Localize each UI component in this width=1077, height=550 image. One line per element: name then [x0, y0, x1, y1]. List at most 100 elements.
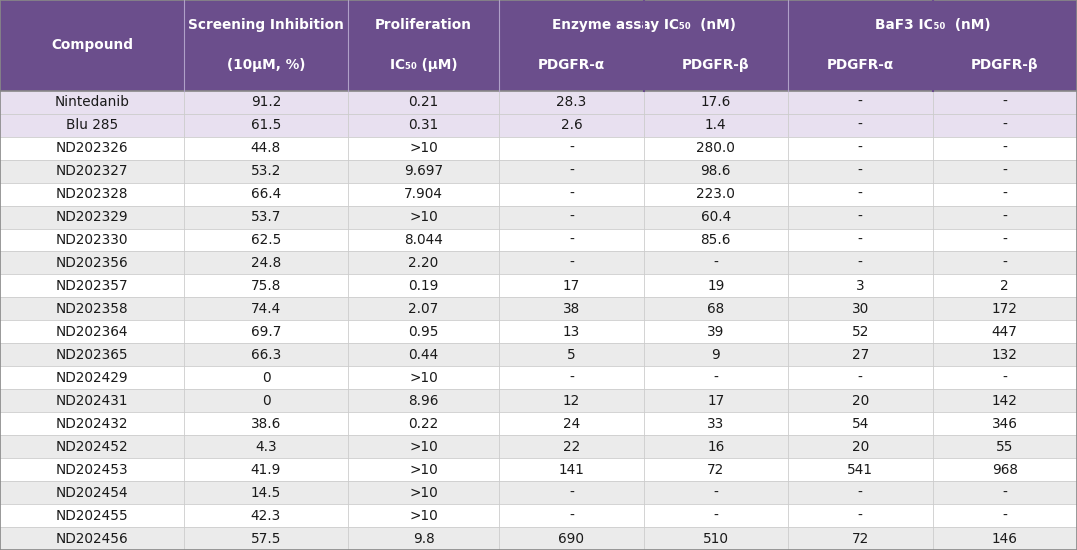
- Text: ND202364: ND202364: [56, 325, 128, 339]
- Text: Enzyme assay IC₅₀  (nM): Enzyme assay IC₅₀ (nM): [551, 18, 736, 32]
- Text: 510: 510: [703, 531, 729, 546]
- Text: 16: 16: [708, 439, 725, 454]
- Text: 24: 24: [562, 417, 579, 431]
- Bar: [0, 183, 1077, 206]
- Text: -: -: [858, 141, 863, 155]
- Bar: [0, 343, 1077, 366]
- Text: 132: 132: [992, 348, 1018, 362]
- Bar: [0, 527, 1077, 550]
- Bar: [0, 481, 1077, 504]
- Text: -: -: [1003, 95, 1007, 109]
- Text: Screening Inhibition: Screening Inhibition: [188, 18, 344, 32]
- Text: -: -: [858, 210, 863, 224]
- Text: Compound: Compound: [51, 39, 132, 52]
- Text: -: -: [569, 256, 574, 270]
- Text: PDGFR-α: PDGFR-α: [827, 58, 894, 73]
- Text: -: -: [1003, 256, 1007, 270]
- Text: Nintedanib: Nintedanib: [55, 95, 129, 109]
- Text: 2.6: 2.6: [560, 118, 583, 132]
- Text: ND202429: ND202429: [56, 371, 128, 385]
- Text: >10: >10: [409, 371, 438, 385]
- Text: -: -: [569, 233, 574, 247]
- Text: 24.8: 24.8: [251, 256, 281, 270]
- Text: 55: 55: [996, 439, 1013, 454]
- Text: 5: 5: [567, 348, 576, 362]
- Text: 20: 20: [852, 439, 869, 454]
- Text: PDGFR-α: PDGFR-α: [537, 58, 605, 73]
- Bar: [0, 298, 1077, 320]
- Text: 28.3: 28.3: [556, 95, 587, 109]
- Text: ND202452: ND202452: [56, 439, 128, 454]
- Text: >10: >10: [409, 509, 438, 522]
- Text: 968: 968: [992, 463, 1018, 477]
- Text: 72: 72: [708, 463, 725, 477]
- Bar: [0, 366, 1077, 389]
- Text: 19: 19: [708, 279, 725, 293]
- Text: -: -: [713, 256, 718, 270]
- Bar: [0, 389, 1077, 412]
- Text: 141: 141: [558, 463, 585, 477]
- Text: 0.21: 0.21: [408, 95, 438, 109]
- Text: 27: 27: [852, 348, 869, 362]
- Text: -: -: [713, 371, 718, 385]
- Text: ND202327: ND202327: [56, 164, 128, 178]
- Text: 13: 13: [562, 325, 579, 339]
- Text: ND202432: ND202432: [56, 417, 128, 431]
- Text: 52: 52: [852, 325, 869, 339]
- Text: -: -: [858, 164, 863, 178]
- Text: -: -: [858, 509, 863, 522]
- Text: -: -: [858, 371, 863, 385]
- Bar: [0, 206, 1077, 229]
- Text: -: -: [858, 95, 863, 109]
- Text: 172: 172: [992, 302, 1018, 316]
- Text: 541: 541: [848, 463, 873, 477]
- Text: 72: 72: [852, 531, 869, 546]
- Text: ND202365: ND202365: [56, 348, 128, 362]
- Text: Blu 285: Blu 285: [66, 118, 118, 132]
- Text: 9.697: 9.697: [404, 164, 443, 178]
- Text: 4.3: 4.3: [255, 439, 277, 454]
- Text: 61.5: 61.5: [251, 118, 281, 132]
- Text: -: -: [1003, 164, 1007, 178]
- Text: 346: 346: [992, 417, 1018, 431]
- Text: 20: 20: [852, 394, 869, 408]
- Text: >10: >10: [409, 439, 438, 454]
- Text: 30: 30: [852, 302, 869, 316]
- Text: 39: 39: [708, 325, 725, 339]
- Text: 91.2: 91.2: [251, 95, 281, 109]
- Text: 66.3: 66.3: [251, 348, 281, 362]
- Text: 17: 17: [708, 394, 725, 408]
- Text: 280.0: 280.0: [697, 141, 736, 155]
- Text: -: -: [569, 141, 574, 155]
- Text: 42.3: 42.3: [251, 509, 281, 522]
- Text: PDGFR-β: PDGFR-β: [971, 58, 1038, 73]
- Text: -: -: [1003, 141, 1007, 155]
- Text: ND202455: ND202455: [56, 509, 128, 522]
- Text: 54: 54: [852, 417, 869, 431]
- Text: 3: 3: [856, 279, 865, 293]
- Text: 66.4: 66.4: [251, 187, 281, 201]
- Text: 12: 12: [562, 394, 579, 408]
- Text: -: -: [1003, 210, 1007, 224]
- Text: 57.5: 57.5: [251, 531, 281, 546]
- Text: IC₅₀ (μM): IC₅₀ (μM): [390, 58, 458, 73]
- Text: -: -: [569, 210, 574, 224]
- Text: -: -: [569, 164, 574, 178]
- Text: Proliferation: Proliferation: [375, 18, 472, 32]
- Text: ND202357: ND202357: [56, 279, 128, 293]
- Text: -: -: [858, 118, 863, 132]
- Text: -: -: [1003, 187, 1007, 201]
- Text: -: -: [858, 233, 863, 247]
- Text: -: -: [858, 256, 863, 270]
- Text: ND202453: ND202453: [56, 463, 128, 477]
- Text: 2.07: 2.07: [408, 302, 438, 316]
- Text: 2.20: 2.20: [408, 256, 438, 270]
- Text: 2: 2: [1001, 279, 1009, 293]
- Text: 690: 690: [558, 531, 585, 546]
- Bar: [0, 251, 1077, 274]
- Bar: [0, 160, 1077, 183]
- Text: 1.4: 1.4: [705, 118, 727, 132]
- Text: 7.904: 7.904: [404, 187, 443, 201]
- Text: -: -: [1003, 509, 1007, 522]
- Text: 9: 9: [712, 348, 721, 362]
